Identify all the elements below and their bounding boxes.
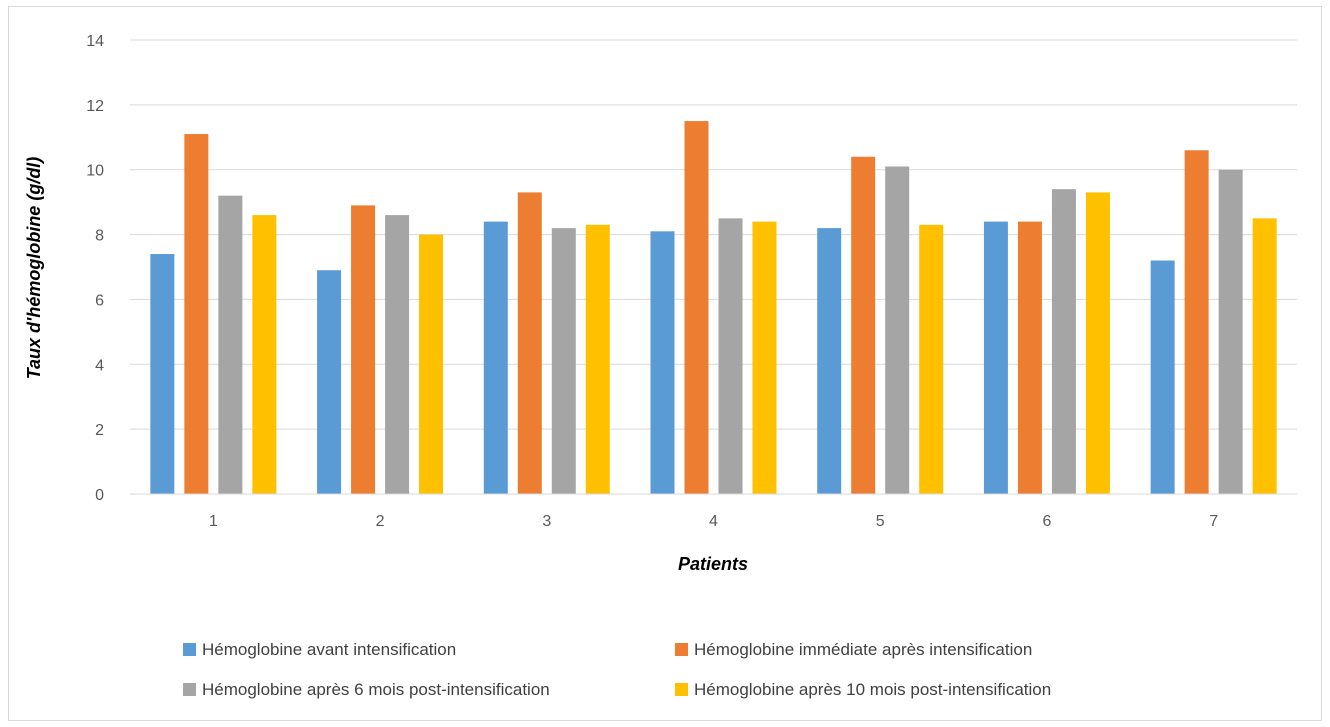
bar-patient-2-series-1 <box>317 270 342 494</box>
bar-patient-1-series-3 <box>218 195 243 494</box>
bar-patient-1-series-4 <box>252 215 277 494</box>
x-tick-label: 5 <box>876 513 885 530</box>
bar-patient-4-series-3 <box>718 218 743 494</box>
bar-patient-3-series-3 <box>551 228 576 495</box>
bar-patient-7-series-3 <box>1218 169 1243 494</box>
bar-patient-4-series-1 <box>650 231 675 495</box>
x-tick-label: 7 <box>1209 513 1218 530</box>
x-tick-label: 3 <box>542 513 551 530</box>
legend-label: Hémoglobine avant intensification <box>202 640 456 659</box>
x-axis-ticks: 1 2 3 4 5 6 7 <box>209 513 1218 530</box>
y-tick-label: 2 <box>95 422 104 439</box>
bar-patient-6-series-2 <box>1017 221 1042 494</box>
bar-patient-2-series-3 <box>385 215 410 494</box>
bar-patient-7-series-1 <box>1150 260 1175 494</box>
y-tick-label: 14 <box>86 33 104 50</box>
bar-patient-6-series-4 <box>1085 192 1110 494</box>
bar-patient-5-series-4 <box>919 224 944 495</box>
bar-patient-1-series-1 <box>150 254 175 494</box>
y-tick-label: 8 <box>95 228 104 245</box>
bar-patient-6-series-3 <box>1051 189 1076 494</box>
bar-patient-1-series-2 <box>184 134 209 495</box>
bar-patient-3-series-1 <box>483 221 508 494</box>
x-tick-label: 4 <box>709 513 718 530</box>
bar-patient-6-series-1 <box>983 221 1008 494</box>
legend-label: Hémoglobine après 10 mois post-intensifi… <box>694 680 1051 699</box>
bar-patient-7-series-2 <box>1184 150 1209 494</box>
bar-patient-4-series-2 <box>684 121 709 495</box>
bar-patient-5-series-3 <box>885 166 910 494</box>
x-tick-label: 2 <box>376 513 385 530</box>
legend: Hémoglobine avant intensification Hémoglo… <box>183 640 1051 699</box>
y-tick-label: 12 <box>86 98 104 115</box>
bar-patient-5-series-1 <box>817 228 842 495</box>
bars <box>150 121 1277 495</box>
x-axis-title: Patients <box>678 554 748 574</box>
y-tick-label: 6 <box>95 292 104 309</box>
bar-patient-2-series-4 <box>419 234 444 495</box>
bar-patient-5-series-2 <box>851 156 876 494</box>
bar-patient-4-series-4 <box>752 221 777 494</box>
legend-swatch <box>183 643 196 656</box>
bar-patient-7-series-4 <box>1252 218 1277 494</box>
chart-frame <box>8 6 1322 721</box>
legend-swatch <box>675 643 688 656</box>
y-axis-ticks: 0 2 4 6 8 10 12 14 <box>86 33 104 504</box>
legend-label: Hémoglobine immédiate après intensificat… <box>694 640 1032 659</box>
y-tick-label: 0 <box>95 487 104 504</box>
legend-swatch <box>675 683 688 696</box>
bar-patient-3-series-4 <box>585 224 610 495</box>
legend-swatch <box>183 683 196 696</box>
legend-label: Hémoglobine après 6 mois post-intensific… <box>202 680 550 699</box>
y-axis-title: Taux d'hémoglobine (g/dl) <box>24 157 44 380</box>
bar-patient-3-series-2 <box>517 192 542 494</box>
gridlines <box>130 39 1297 430</box>
y-tick-label: 4 <box>95 357 104 374</box>
x-tick-label: 1 <box>209 513 218 530</box>
bar-patient-2-series-2 <box>351 205 376 494</box>
x-tick-label: 6 <box>1042 513 1051 530</box>
y-tick-label: 10 <box>86 163 104 180</box>
